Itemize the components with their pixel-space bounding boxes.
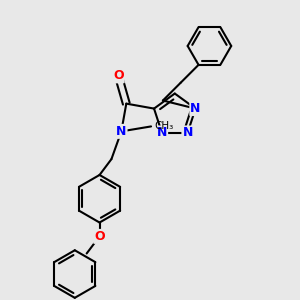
Text: O: O: [94, 230, 105, 243]
Text: N: N: [182, 127, 193, 140]
Text: O: O: [113, 69, 124, 82]
Text: N: N: [190, 102, 201, 115]
Text: N: N: [116, 125, 127, 138]
Text: N: N: [157, 127, 167, 140]
Text: CH₃: CH₃: [154, 122, 173, 131]
